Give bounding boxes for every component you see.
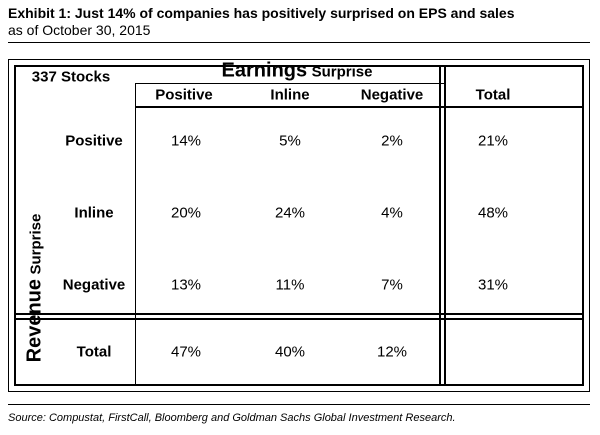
table-cell: 2% bbox=[381, 132, 403, 150]
exhibit-title: Exhibit 1: Just 14% of companies has pos… bbox=[8, 5, 515, 21]
col-header-positive: Positive bbox=[155, 86, 213, 104]
table-cell: 12% bbox=[376, 343, 408, 361]
revenue-surprise-label: Surprise bbox=[27, 213, 45, 275]
table-cell: 24% bbox=[274, 204, 306, 222]
surprise-label: Surprise bbox=[311, 63, 373, 81]
table-cell: 5% bbox=[279, 132, 301, 150]
table-cell: 4% bbox=[381, 204, 403, 222]
col-header-negative: Negative bbox=[360, 86, 424, 104]
row-label-negative: Negative bbox=[62, 276, 126, 294]
table-cell: 14% bbox=[170, 132, 202, 150]
col-header-inline: Inline bbox=[270, 86, 310, 104]
total-row-divider-top bbox=[14, 313, 584, 315]
row-label-positive: Positive bbox=[65, 132, 123, 150]
table-cell: 20% bbox=[170, 204, 202, 222]
total-column-divider-right bbox=[444, 65, 446, 386]
source-note: Source: Compustat, FirstCall, Bloomberg … bbox=[8, 412, 456, 424]
table-cell: 21% bbox=[477, 132, 509, 150]
col-header-total: Total bbox=[475, 86, 511, 104]
row-group-title: Revenue Surprise bbox=[24, 214, 47, 363]
table-cell: 40% bbox=[274, 343, 306, 361]
earnings-label: Earnings bbox=[221, 59, 308, 82]
total-row-divider-bottom bbox=[14, 318, 584, 320]
column-group-underline bbox=[135, 83, 445, 84]
column-group-title: Earnings Surprise bbox=[222, 60, 373, 83]
header-rule bbox=[135, 106, 584, 108]
table-frame: 337 Stocks Earnings Surprise Positive In… bbox=[8, 59, 590, 392]
table-cell: 47% bbox=[170, 343, 202, 361]
total-column-divider-left bbox=[439, 65, 441, 386]
stock-count: 337 Stocks bbox=[31, 68, 111, 86]
revenue-label: Revenue bbox=[23, 278, 46, 363]
title-divider bbox=[8, 42, 590, 43]
table-inner-frame bbox=[14, 65, 584, 386]
row-label-total: Total bbox=[76, 343, 112, 361]
table-cell: 7% bbox=[381, 276, 403, 294]
row-header-divider bbox=[135, 83, 136, 386]
exhibit-subtitle: as of October 30, 2015 bbox=[8, 22, 151, 38]
table-cell: 48% bbox=[477, 204, 509, 222]
table-cell: 13% bbox=[170, 276, 202, 294]
source-divider bbox=[8, 404, 590, 405]
table-cell: 11% bbox=[275, 276, 305, 294]
table-cell: 31% bbox=[477, 276, 509, 294]
row-label-inline: Inline bbox=[74, 204, 114, 222]
